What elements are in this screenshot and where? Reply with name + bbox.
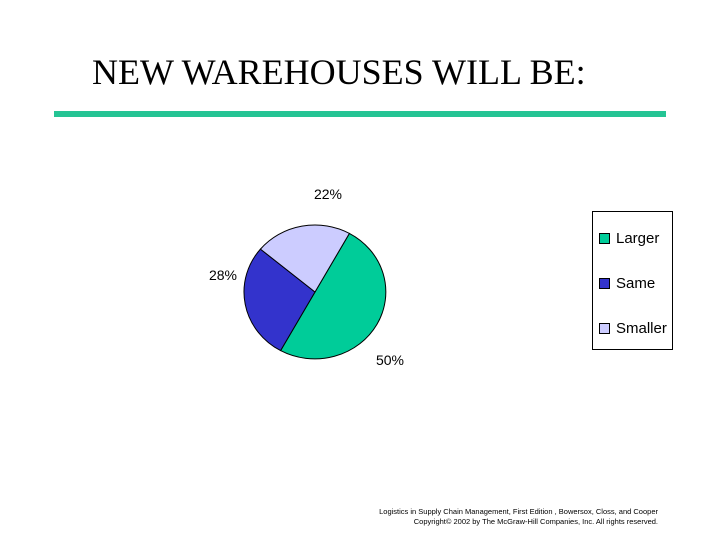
pie-label-larger: 50% [376, 352, 404, 368]
footer-line-source: Logistics in Supply Chain Management, Fi… [379, 507, 658, 516]
legend-swatch-larger [599, 232, 610, 244]
chart-legend: Larger Same Smaller [592, 211, 673, 350]
footer-line-copyright: Copyright© 2002 by The McGraw-Hill Compa… [413, 517, 658, 526]
legend-item-same: Same [599, 273, 655, 293]
legend-label-same: Same [616, 274, 656, 292]
slide-title: NEW WAREHOUSES WILL BE: [92, 52, 586, 92]
pie-slice-same [243, 248, 316, 352]
pie-label-same: 28% [209, 267, 237, 283]
legend-swatch-same [599, 277, 610, 289]
copyright-footer: Logistics in Supply Chain Management, Fi… [379, 507, 658, 527]
pie-slice-larger [279, 232, 387, 360]
legend-item-larger: Larger [599, 228, 659, 248]
title-divider [54, 111, 666, 117]
legend-swatch-smaller [599, 322, 610, 334]
legend-label-smaller: Smaller [616, 319, 667, 337]
pie-slice-smaller [259, 224, 351, 293]
legend-label-larger: Larger [616, 229, 660, 247]
legend-item-smaller: Smaller [599, 318, 667, 338]
pie-label-smaller: 22% [314, 186, 342, 202]
